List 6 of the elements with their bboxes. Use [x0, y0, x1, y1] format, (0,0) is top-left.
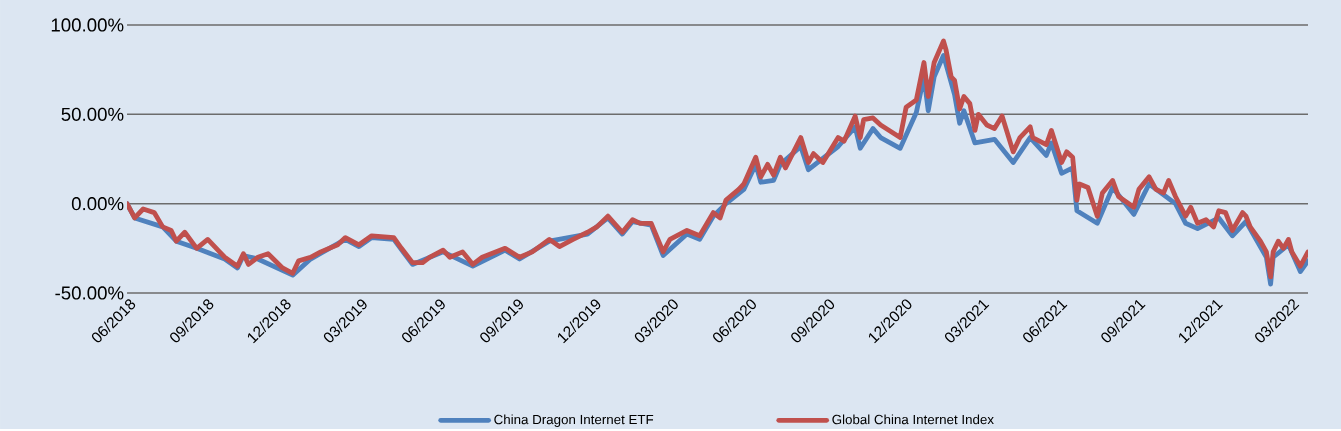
legend-label: Global China Internet Index — [832, 414, 994, 425]
y-tick-label: 50.00% — [61, 107, 124, 121]
y-tick-label: 0.00% — [71, 196, 124, 211]
y-tick-label: -50.00% — [55, 286, 124, 300]
legend-label: China Dragon Internet ETF — [494, 414, 654, 427]
y-tick-label: 100.00% — [51, 18, 124, 32]
